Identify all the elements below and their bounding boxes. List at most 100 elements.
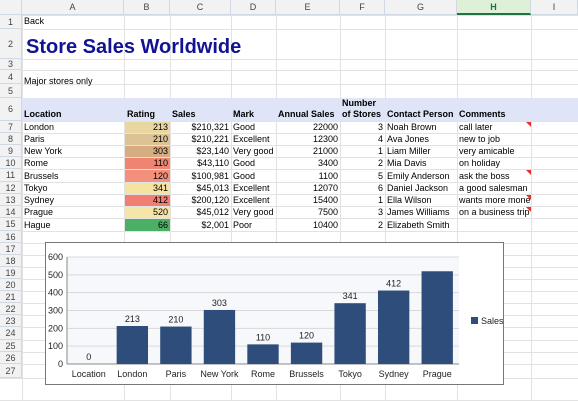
cell-stores: 1 xyxy=(377,146,383,156)
cell-location: Tokyo xyxy=(24,183,48,193)
bar-london xyxy=(116,326,149,364)
cell-stores: 3 xyxy=(377,122,383,132)
grid-hline xyxy=(0,70,578,71)
row-header-9[interactable]: 9 xyxy=(0,145,22,157)
cell-annual-sales: 15400 xyxy=(312,195,338,205)
cell-stores: 2 xyxy=(377,158,383,168)
grid-hline xyxy=(0,121,578,122)
data-label: 213 xyxy=(125,314,140,324)
row-header-22[interactable]: 22 xyxy=(0,303,22,315)
row-header-7[interactable]: 7 xyxy=(0,121,22,133)
row-header-12[interactable]: 12 xyxy=(0,182,22,194)
comment-indicator[interactable] xyxy=(526,170,531,175)
cell-sales: $45,012 xyxy=(196,207,229,217)
bar-rome xyxy=(247,344,279,364)
comment-indicator[interactable] xyxy=(526,207,531,212)
row-header-24[interactable]: 24 xyxy=(0,327,22,340)
cell-location: Paris xyxy=(24,134,45,144)
bar-tokyo xyxy=(334,303,366,364)
row-header-10[interactable]: 10 xyxy=(0,157,22,169)
row-header-17[interactable]: 17 xyxy=(0,243,22,255)
cell-comment: on a business trip xyxy=(459,207,530,217)
row-header-15[interactable]: 15 xyxy=(0,218,22,231)
cell-annual-sales: 3400 xyxy=(317,158,338,168)
row-header-5[interactable]: 5 xyxy=(0,84,22,98)
sales-chart[interactable]: 600 500 400 300 200 100 0 0 Location 213 London 210… xyxy=(45,242,504,385)
column-header-g[interactable]: G xyxy=(385,0,457,15)
cell-contact: James Williams xyxy=(387,207,450,217)
cell-annual-sales: 22000 xyxy=(312,122,338,132)
row-header-4[interactable]: 4 xyxy=(0,70,22,84)
row-header-14[interactable]: 14 xyxy=(0,206,22,218)
x-tick-label: Tokyo xyxy=(338,369,362,379)
row-header-8[interactable]: 8 xyxy=(0,133,22,145)
grid-hline xyxy=(0,84,578,85)
row-header-18[interactable]: 18 xyxy=(0,255,22,267)
y-tick-label: 0 xyxy=(58,359,63,369)
row-header-3[interactable]: 3 xyxy=(0,59,22,70)
row-header-6[interactable]: 6 xyxy=(0,98,22,121)
row-header-25[interactable]: 25 xyxy=(0,340,22,352)
y-tick-label: 400 xyxy=(48,288,63,298)
cell-annual-sales: 7500 xyxy=(317,207,338,217)
cell-rating: 303 xyxy=(152,146,168,156)
column-header-a[interactable]: A xyxy=(22,0,124,15)
row-header-26[interactable]: 26 xyxy=(0,352,22,364)
column-header-b[interactable]: B xyxy=(124,0,170,15)
grid-vline xyxy=(457,0,458,400)
cell-mark: Poor xyxy=(233,220,253,230)
bar-prague xyxy=(421,271,453,364)
rating-color-cell xyxy=(125,219,170,231)
grid-vline xyxy=(170,0,171,400)
row-header-20[interactable]: 20 xyxy=(0,279,22,291)
x-tick-label: Paris xyxy=(166,369,187,379)
cell-stores: 1 xyxy=(377,195,383,205)
column-header-e[interactable]: E xyxy=(276,0,340,15)
rating-color-cell xyxy=(125,134,170,145)
header-comments: Comments xyxy=(459,110,506,119)
grid-vline xyxy=(385,0,386,400)
cell-sales: $43,110 xyxy=(197,158,229,168)
cell-location: Brussels xyxy=(24,171,59,181)
row-header-19[interactable]: 19 xyxy=(0,267,22,279)
cell-sales: $210,321 xyxy=(191,122,229,132)
row-header-2[interactable]: 2 xyxy=(0,29,22,59)
legend-swatch xyxy=(471,317,478,324)
column-header-d[interactable]: D xyxy=(231,0,276,15)
cell-comment: ask the boss xyxy=(459,171,510,181)
row-header-23[interactable]: 23 xyxy=(0,315,22,327)
row-header-21[interactable]: 21 xyxy=(0,291,22,303)
rating-color-cell xyxy=(125,146,170,157)
legend-label: Sales xyxy=(481,316,503,326)
grid-vline xyxy=(231,0,232,400)
comment-indicator[interactable] xyxy=(526,195,531,200)
header-stores-line1: Number xyxy=(342,99,377,108)
back-link[interactable]: Back xyxy=(24,17,45,26)
data-label: 210 xyxy=(168,315,183,325)
grid-hline xyxy=(0,218,578,219)
column-header-c[interactable]: C xyxy=(170,0,231,15)
row-header-16[interactable]: 16 xyxy=(0,231,22,243)
cell-location: Rome xyxy=(24,158,49,168)
cell-stores: 3 xyxy=(377,207,383,217)
data-label: 303 xyxy=(212,298,227,308)
cell-comment: new to job xyxy=(459,134,501,144)
cell-sales: $45,013 xyxy=(196,183,229,193)
column-header-f[interactable]: F xyxy=(340,0,385,15)
column-header-i[interactable]: I xyxy=(531,0,578,15)
grid-hline xyxy=(0,157,578,158)
row-header-1[interactable]: 1 xyxy=(0,15,22,29)
select-all-corner[interactable] xyxy=(0,0,22,15)
row-header-13[interactable]: 13 xyxy=(0,194,22,206)
grid-hline xyxy=(0,29,578,30)
cell-rating: 66 xyxy=(157,220,168,230)
column-header-h[interactable]: H xyxy=(457,0,531,15)
cell-stores: 2 xyxy=(377,220,383,230)
y-tick-label: 500 xyxy=(48,270,63,280)
data-label: 412 xyxy=(386,279,401,289)
row-header-11[interactable]: 11 xyxy=(0,169,22,182)
row-header-27[interactable]: 27 xyxy=(0,364,22,378)
cell-location: New York xyxy=(24,146,63,156)
comment-indicator[interactable] xyxy=(526,122,531,127)
cell-location: Hague xyxy=(24,220,51,230)
